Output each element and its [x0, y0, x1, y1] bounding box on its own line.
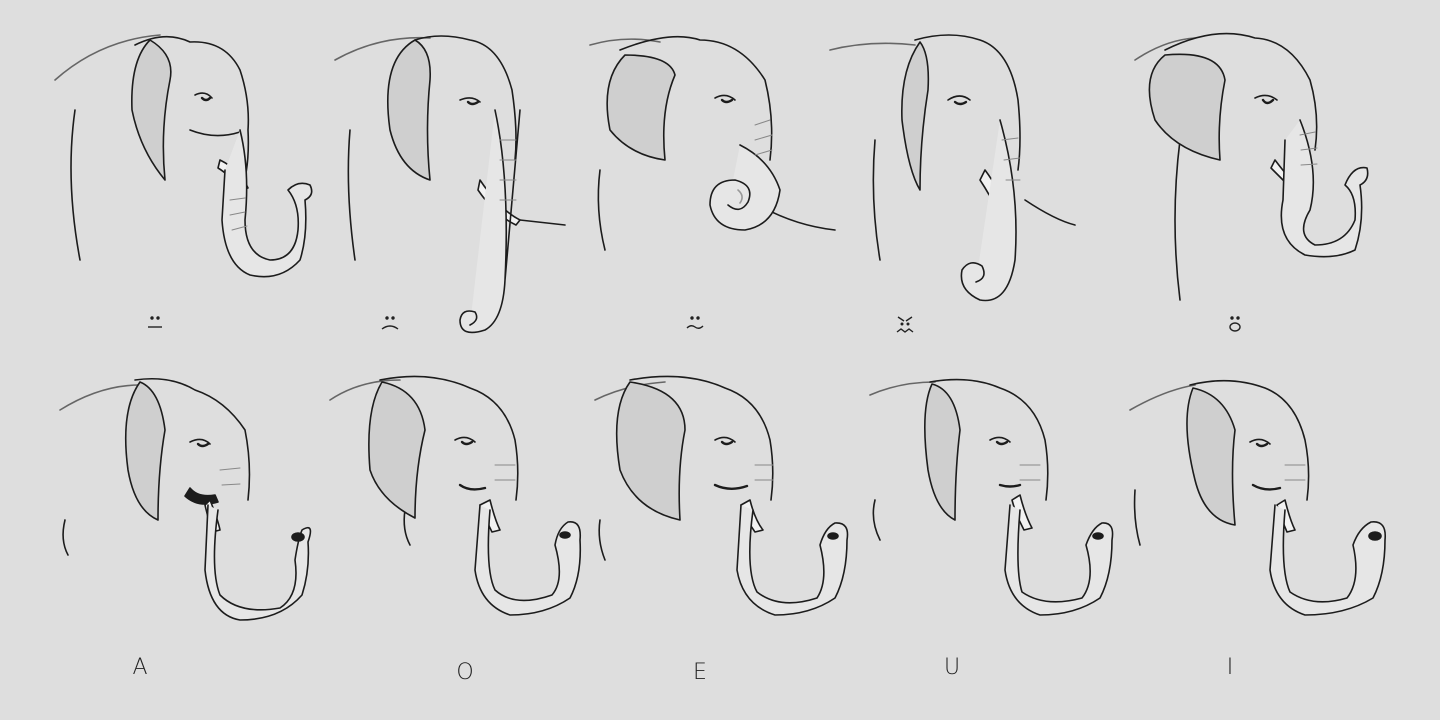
elephant-head-phoneme-a: A [40, 370, 312, 710]
angry-face-icon [865, 315, 945, 337]
phoneme-label-e: E [693, 660, 707, 685]
elephant-drawing [329, 375, 582, 616]
elephant-head-neutral [40, 20, 313, 360]
elephant-drawing [54, 34, 313, 278]
neutral-face-icon [115, 315, 195, 331]
elephant-drawing [334, 35, 566, 334]
elephant-head-sad [320, 20, 590, 360]
elephant-drawing [59, 377, 312, 621]
elephant-head-surprised [1125, 20, 1395, 360]
phoneme-label-a: A [132, 655, 148, 680]
elephant-drawing [829, 34, 1076, 302]
happy-face-icon [655, 315, 735, 331]
phoneme-label-o: O [456, 660, 474, 685]
elephant-drawing [1134, 32, 1369, 301]
elephant-drawing [594, 375, 849, 616]
phoneme-label-i: I [1226, 655, 1234, 680]
elephant-head-angry [820, 20, 1090, 360]
sad-face-icon [350, 315, 430, 331]
phoneme-label-u: U [943, 655, 961, 680]
elephant-head-phoneme-u: U [860, 370, 1130, 710]
elephant-head-happy [580, 20, 850, 360]
elephant-drawing [1129, 379, 1387, 616]
surprised-face-icon [1195, 315, 1275, 333]
elephant-head-phoneme-i: I [1125, 370, 1395, 710]
elephant-drawing [589, 35, 836, 251]
elephant-drawing [869, 378, 1114, 616]
elephant-head-phoneme-o: O [320, 370, 590, 710]
elephant-head-phoneme-e: E [585, 370, 855, 710]
